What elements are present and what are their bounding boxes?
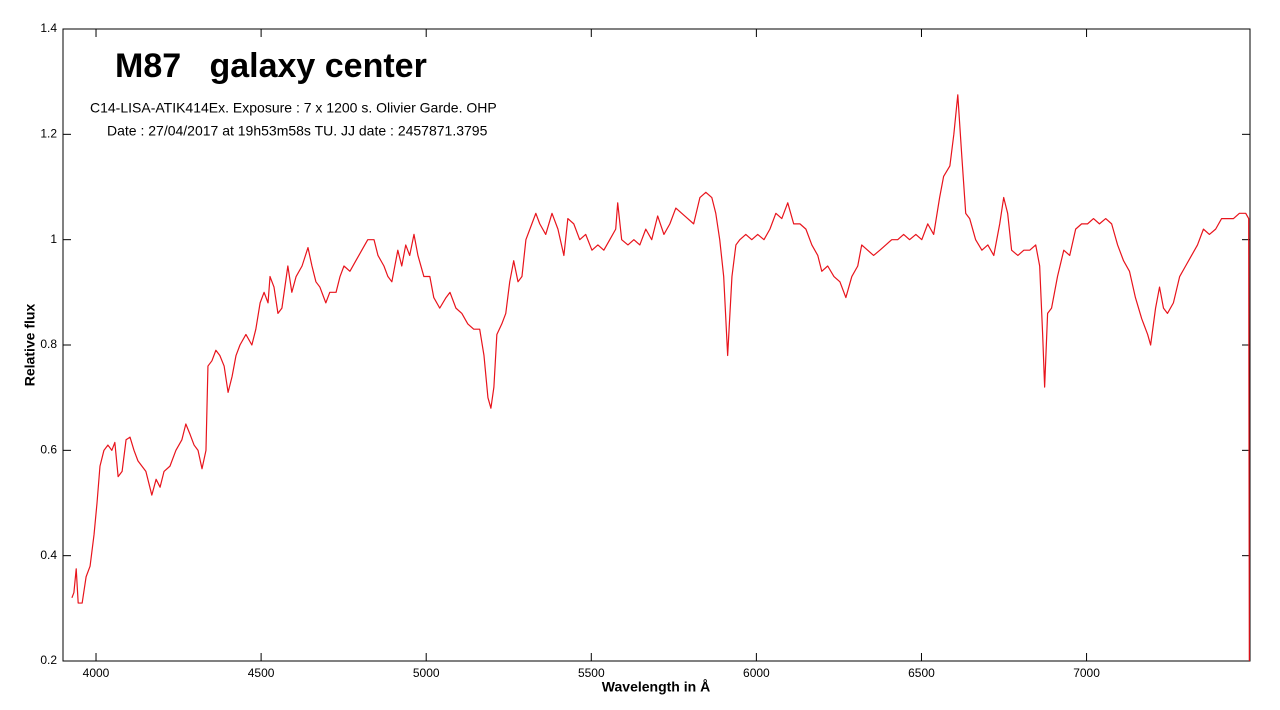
spectrum-line: [71, 94, 1250, 662]
y-tick-label: 1: [50, 232, 57, 246]
x-axis-label: Wavelength in Å: [602, 679, 710, 695]
x-tick-label: 4500: [248, 666, 275, 680]
x-tick-label: 4000: [83, 666, 110, 680]
y-axis-label: Relative flux: [22, 304, 38, 387]
x-tick-label: 5000: [413, 666, 440, 680]
y-tick-label: 0.8: [40, 337, 57, 351]
x-tick-label: 6500: [908, 666, 935, 680]
y-tick-label: 1.4: [40, 21, 57, 35]
annotation: Date : 27/04/2017 at 19h53m58s TU. JJ da…: [107, 123, 488, 139]
x-tick-label: 5500: [578, 666, 605, 680]
x-tick-label: 7000: [1073, 666, 1100, 680]
y-tick-label: 0.6: [40, 443, 57, 457]
x-tick-label: 6000: [743, 666, 770, 680]
y-tick-label: 1.2: [40, 127, 57, 141]
y-tick-label: 0.2: [40, 653, 57, 667]
chart-title: M87 galaxy center: [115, 47, 427, 85]
y-tick-label: 0.4: [40, 548, 57, 562]
annotation: C14-LISA-ATIK414Ex. Exposure : 7 x 1200 …: [90, 100, 497, 116]
